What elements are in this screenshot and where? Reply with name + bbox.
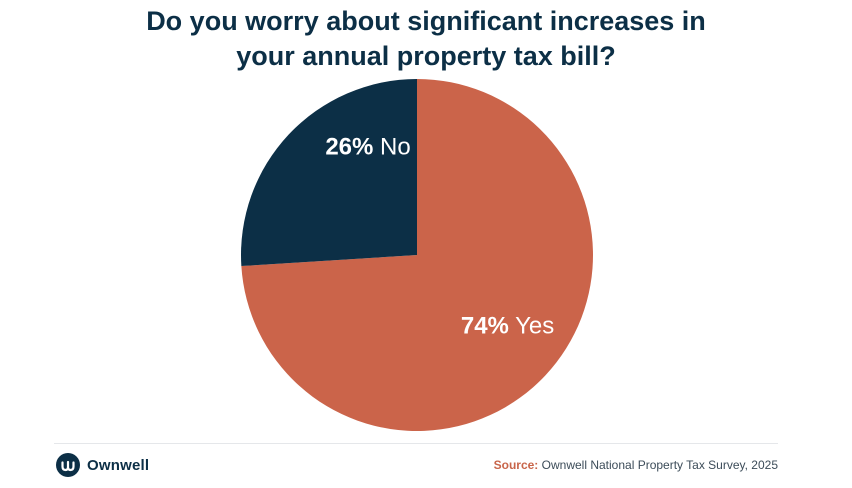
brand-name: Ownwell xyxy=(87,456,150,474)
footer-divider xyxy=(54,443,778,444)
ownwell-w-icon xyxy=(56,453,80,477)
pie-labels: 74% Yes 26% No xyxy=(325,134,554,340)
ownwell-logo: Ownwell xyxy=(56,453,149,477)
source-note: Source: Ownwell National Property Tax Su… xyxy=(494,458,778,472)
chart-title-line-2: your annual property tax bill? xyxy=(236,41,616,71)
chart-title-line-1: Do you worry about significant increases… xyxy=(146,6,706,36)
pie-slice-yes xyxy=(241,79,594,431)
source-label: Source: xyxy=(493,458,539,472)
chart-title: Do you worry about significant increases… xyxy=(0,4,852,74)
source-text: Ownwell National Property Tax Survey, 20… xyxy=(541,458,778,472)
pie-label-no: 26% No xyxy=(325,134,410,161)
pie-slices xyxy=(240,79,594,431)
pie-label-yes: 74% Yes xyxy=(461,312,554,339)
pie-slice-no xyxy=(240,79,417,267)
